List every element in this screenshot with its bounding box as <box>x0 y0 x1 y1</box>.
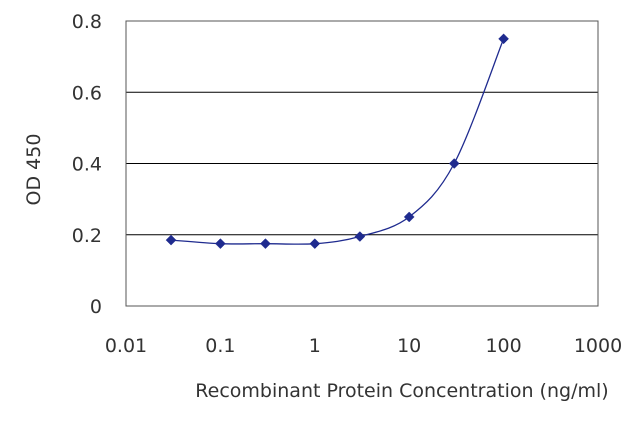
series-line <box>170 38 505 245</box>
x-axis-ticks: 0.01 0.1 1 10 100 1000 <box>105 335 622 357</box>
x-tick-label: 1 <box>309 335 321 357</box>
data-point-marker <box>215 238 226 250</box>
data-point-marker <box>165 234 177 246</box>
y-axis-label: OD 450 <box>23 134 45 206</box>
data-point-marker <box>309 238 321 250</box>
y-axis-ticks: 0 0.2 0.4 0.6 0.8 <box>72 11 102 318</box>
y-tick-label: 0.4 <box>72 154 102 176</box>
x-tick-label: 0.1 <box>205 335 235 357</box>
x-tick-label: 1000 <box>574 335 622 357</box>
data-point-marker <box>260 238 271 250</box>
series <box>165 33 509 250</box>
y-tick-label: 0.2 <box>72 225 102 247</box>
x-tick-label: 10 <box>397 335 421 357</box>
data-point-marker <box>403 211 415 223</box>
x-tick-label: 0.01 <box>105 335 147 357</box>
x-axis-label: Recombinant Protein Concentration (ng/ml… <box>195 380 608 402</box>
x-tick-label: 100 <box>485 335 521 357</box>
y-tick-label: 0 <box>90 296 102 318</box>
y-tick-label: 0.8 <box>72 11 102 33</box>
plot-frame <box>125 20 599 307</box>
y-tick-label: 0.6 <box>72 82 102 104</box>
data-point-marker <box>448 158 460 169</box>
data-point-marker <box>498 33 509 45</box>
data-point-marker <box>354 231 366 242</box>
